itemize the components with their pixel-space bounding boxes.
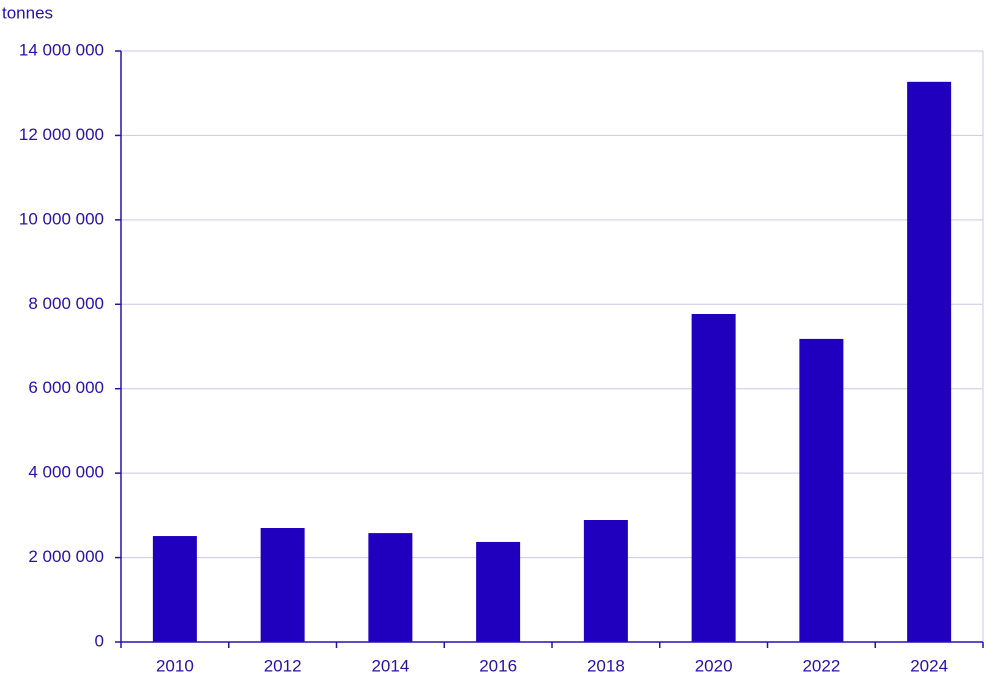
bar [799,338,844,642]
x-tick-label: 2022 [802,656,840,675]
bar [476,541,521,642]
y-tick-label: 10 000 000 [19,209,104,228]
x-tick-label: 2018 [587,656,625,675]
y-tick-label: 8 000 000 [28,294,104,313]
x-tick-label: 2024 [910,656,948,675]
bar [260,528,305,642]
y-axis-label: tonnes [2,3,53,22]
bar [583,520,628,642]
x-tick-label: 2020 [695,656,733,675]
x-tick-label: 2012 [264,656,302,675]
y-tick-label: 14 000 000 [19,40,104,59]
x-tick-label: 2016 [479,656,517,675]
x-tick-label: 2014 [371,656,409,675]
y-tick-label: 4 000 000 [28,463,104,482]
y-tick-label: 12 000 000 [19,125,104,144]
bar [152,536,197,642]
bar [907,81,952,643]
y-tick-label: 6 000 000 [28,378,104,397]
x-tick-label: 2010 [156,656,194,675]
bar [691,313,736,642]
y-tick-label: 2 000 000 [28,547,104,566]
bar [368,533,413,642]
y-tick-label: 0 [95,631,104,650]
